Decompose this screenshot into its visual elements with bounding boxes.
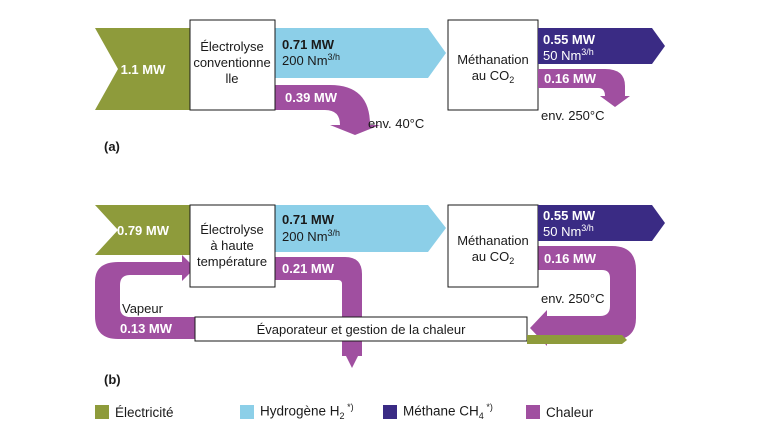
legend-heat: Chaleur: [526, 402, 593, 422]
heat-out-b: 0.16 MW: [544, 251, 597, 266]
hydrogen-flow-b: [275, 205, 446, 252]
legend-electricity-swatch: [95, 405, 109, 419]
steam-power-b: 0.13 MW: [120, 321, 173, 336]
ch4-flow-a: 50 Nm3/h: [543, 47, 594, 63]
heat-out-temp-a: env. 250°C: [541, 108, 605, 123]
heat-out-temp-b: env. 250°C: [541, 291, 605, 306]
methanation-box-a: [447, 19, 539, 111]
legend-heat-swatch: [526, 405, 540, 419]
methane-output-arrow-b: [538, 205, 665, 241]
legend-hydrogen-label: Hydrogène H2 *): [260, 402, 354, 422]
heat-loss-flow-b: [275, 257, 362, 368]
electrolysis-line2-a: conventionne: [193, 55, 270, 70]
input-power-b: 0.79 MW: [117, 223, 170, 238]
heat-output-flow-a: [538, 69, 630, 107]
ch4-power-b: 0.55 MW: [543, 208, 596, 223]
electrolysis-box-a: [189, 19, 276, 111]
electrolysis-box-b: [189, 204, 276, 288]
input-power-a: 1.1 MW: [121, 62, 167, 77]
heat-out-a: 0.16 MW: [544, 71, 597, 86]
h2-power-a: 0.71 MW: [282, 37, 335, 52]
methanation-line2-a: au CO2: [472, 68, 515, 85]
electrolysis-line2-b: à haute: [210, 238, 253, 253]
heat-loss-a: 0.39 MW: [285, 90, 338, 105]
h2-power-b: 0.71 MW: [282, 212, 335, 227]
legend-heat-label: Chaleur: [546, 404, 594, 420]
methanation-line1-b: Méthanation: [457, 233, 529, 248]
electricity-input-arrow-a: [95, 28, 190, 110]
electricity-input-arrow-b: [95, 205, 190, 255]
panel-label-b: (b): [104, 372, 121, 387]
legend-methane-swatch: [383, 405, 397, 419]
h2-flow-a: 200 Nm3/h: [282, 52, 340, 68]
heat-loss-flow-a: [275, 85, 380, 135]
legend-hydrogen: Hydrogène H2 *): [240, 402, 354, 422]
evaporator-label-b: Évaporateur et gestion de la chaleur: [257, 322, 467, 337]
legend-hydrogen-swatch: [240, 405, 254, 419]
legend-methane: Méthane CH4 *): [383, 402, 493, 422]
ch4-power-a: 0.55 MW: [543, 32, 596, 47]
steam-label-b: Vapeur: [122, 301, 164, 316]
heat-output-loop-b: [530, 246, 636, 346]
electricity-strip-b: [527, 335, 627, 344]
panel-a: 1.1 MW Électrolyse conventionne lle 0.71…: [95, 19, 665, 154]
methanation-line2-b: au CO2: [472, 249, 515, 266]
legend-methane-label: Méthane CH4 *): [403, 402, 493, 422]
methane-output-arrow-a: [538, 28, 665, 64]
methanation-line1-a: Méthanation: [457, 52, 529, 67]
electrolysis-line1-a: Électrolyse: [200, 39, 264, 54]
panel-label-a: (a): [104, 139, 120, 154]
legend-electricity-label: Électricité: [115, 404, 174, 420]
electrolysis-line3-a: lle: [225, 71, 238, 86]
h2-flow-b: 200 Nm3/h: [282, 228, 340, 244]
evaporator-box-b: [194, 316, 528, 342]
methanation-box-b: [447, 204, 539, 288]
heat-loss-b: 0.21 MW: [282, 261, 335, 276]
electrolysis-line3-b: température: [197, 254, 267, 269]
hydrogen-flow-a: [275, 28, 446, 78]
steam-loop-b: [95, 255, 195, 339]
panel-b: 0.79 MW Électrolyse à haute température …: [95, 204, 665, 387]
legend-electricity: Électricité: [95, 402, 174, 422]
ch4-flow-b: 50 Nm3/h: [543, 223, 594, 239]
electrolysis-line1-b: Électrolyse: [200, 222, 264, 237]
heat-loss-temp-a: env. 40°C: [368, 116, 424, 131]
